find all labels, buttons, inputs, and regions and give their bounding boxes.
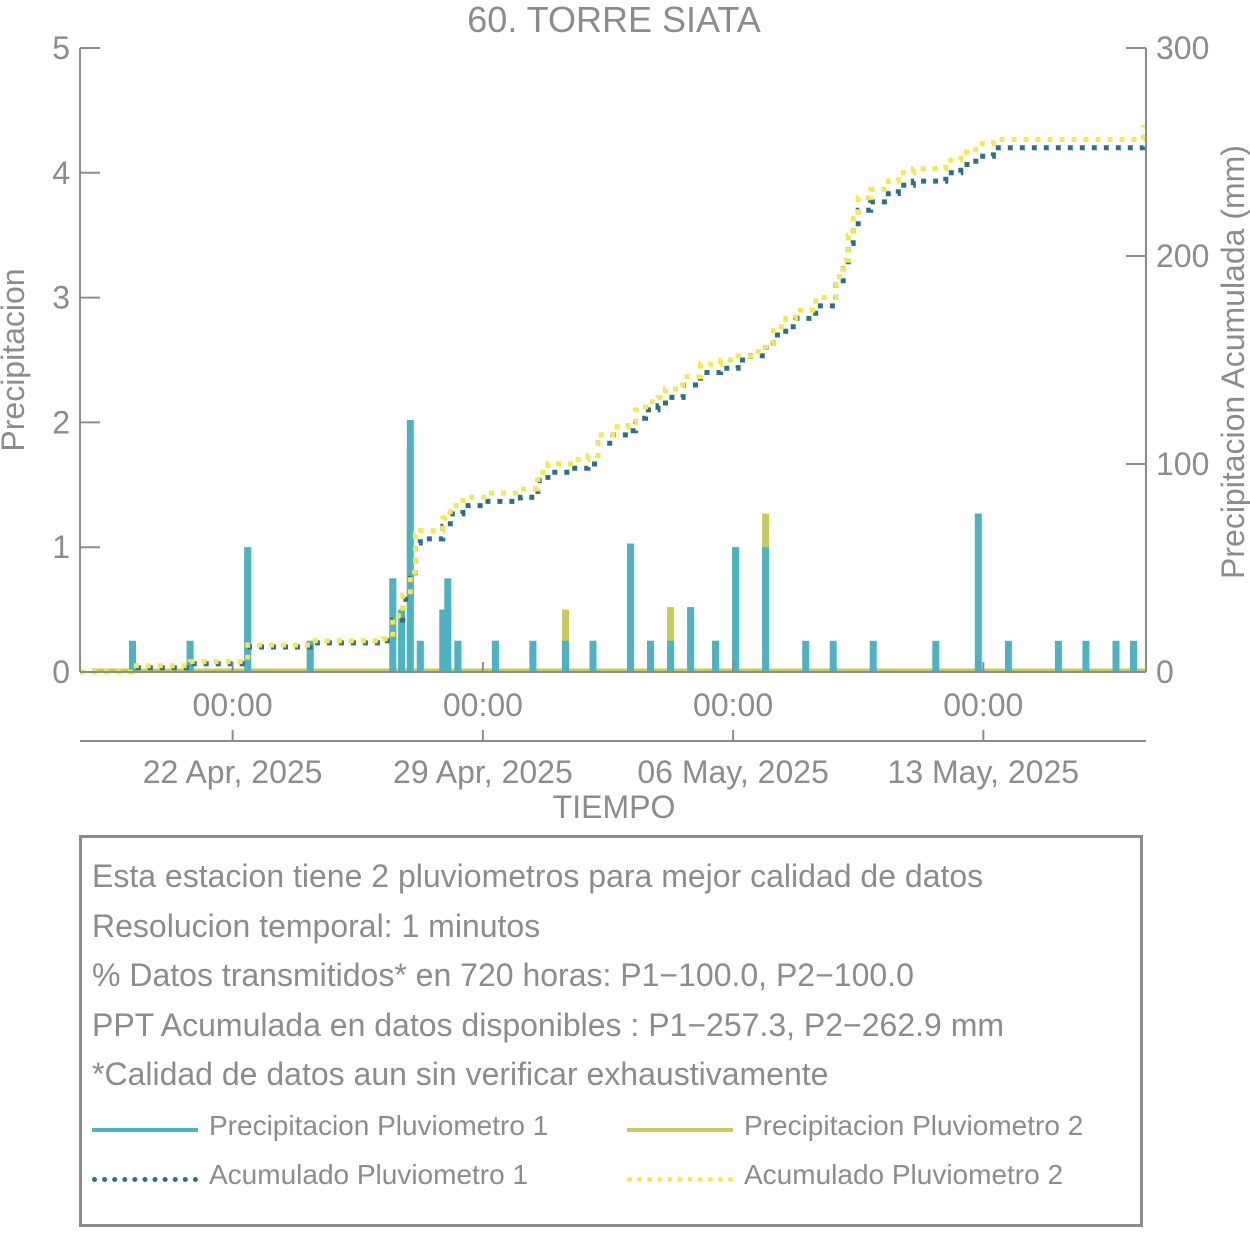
ytick-label-right-1: 100 (1156, 446, 1209, 482)
legend-label-acum-p1: Acumulado Pluviometro 1 (209, 1159, 529, 1190)
info-legend-box: Esta estacion tiene 2 pluviometros para … (79, 835, 1143, 1227)
bar-p1-8 (439, 609, 447, 672)
legend-swatch-acum-p2 (627, 1177, 733, 1182)
bar-p1-5 (398, 609, 406, 672)
ytick-label-right-2: 200 (1156, 238, 1209, 274)
chart-title: 60. TORRE SIATA (467, 0, 760, 40)
precipitation-chart: 60. TORRE SIATA 0 1 2 3 4 5 0 100 200 300 00:00 22 … (0, 0, 1250, 825)
ytick-label-left-1: 1 (52, 529, 70, 565)
xtick-date-label-1: 29 Apr, 2025 (393, 754, 573, 790)
axes (79, 48, 1147, 742)
legend-swatch-acum-p1 (92, 1177, 198, 1182)
xtick-time-label-2: 00:00 (693, 687, 773, 723)
bar-p1-6 (406, 419, 414, 672)
bar-p1-7 (416, 640, 424, 672)
bar-p1-24 (869, 640, 877, 672)
info-line-accumulated: PPT Acumulada en datos disponibles : P1−… (92, 1007, 1004, 1043)
info-line-resolution: Resolucion temporal: 1 minutos (92, 908, 541, 944)
bar-p1-2 (244, 547, 252, 672)
bar-p1-23 (829, 640, 837, 672)
line-acum-p2 (80, 125, 1146, 675)
y-axis-label-left: Precipitacion (0, 268, 31, 451)
bar-p1-13 (562, 640, 569, 672)
bar-p1-15 (627, 543, 634, 672)
bar-p1-18 (687, 607, 695, 672)
ytick-label-left-3: 3 (52, 280, 70, 316)
ytick-label-left-2: 2 (52, 404, 70, 440)
bar-p1-25 (932, 640, 940, 672)
bar-p1-14 (589, 640, 597, 672)
xtick-date-label-3: 13 May, 2025 (888, 754, 1080, 790)
ytick-label-right-0: 0 (1156, 654, 1174, 690)
xtick-time-label-3: 00:00 (943, 687, 1023, 723)
legend-label-precip-p1: Precipitacion Pluviometro 1 (209, 1110, 549, 1141)
bar-p1-17 (667, 640, 675, 672)
xtick-date-label-2: 06 May, 2025 (637, 754, 829, 790)
ytick-label-left-0: 0 (52, 654, 70, 690)
bar-p1-30 (1112, 640, 1120, 672)
xtick-time-label-0: 00:00 (193, 687, 273, 723)
bar-p1-27 (1004, 640, 1012, 672)
xtick-date-label-0: 22 Apr, 2025 (143, 754, 323, 790)
bar-p1-12 (529, 640, 537, 672)
bar-p1-31 (1130, 640, 1137, 672)
bar-p1-1 (186, 640, 194, 672)
line-acum-p1 (80, 136, 1146, 675)
info-line-quality: *Calidad de datos aun sin verificar exha… (92, 1056, 829, 1092)
bar-p1-16 (647, 640, 654, 672)
bars-pluviometro-1 (129, 419, 1137, 672)
ytick-label-left-5: 5 (52, 30, 70, 66)
bar-p1-21 (762, 547, 770, 672)
legend-swatch-precip-p2 (627, 1128, 733, 1132)
bar-p1-9 (444, 578, 452, 672)
legend-label-precip-p2: Precipitacion Pluviometro 2 (744, 1110, 1084, 1141)
bar-p1-28 (1054, 640, 1062, 672)
bar-p1-26 (974, 513, 982, 672)
bar-p1-11 (491, 640, 499, 672)
bar-p1-10 (454, 640, 462, 672)
y-axis-label-right: Precipitacion Acumulada (mm) (1215, 145, 1250, 579)
ticks: 0 1 2 3 4 5 0 100 200 300 00:00 22 Apr, 2025 00:00 29… (52, 30, 1209, 790)
legend-swatch-precip-p1 (92, 1128, 198, 1132)
bar-p1-20 (732, 547, 740, 672)
accumulated-lines (80, 125, 1146, 675)
ytick-label-right-3: 300 (1156, 30, 1209, 66)
legend-label-acum-p2: Acumulado Pluviometro 2 (744, 1159, 1064, 1190)
bar-p1-0 (129, 640, 136, 672)
ytick-label-left-4: 4 (52, 155, 70, 191)
bar-p1-22 (802, 640, 810, 672)
info-line-transmitted: % Datos transmitidos* en 720 horas: P1−1… (92, 957, 914, 993)
bar-p1-29 (1082, 640, 1090, 672)
xtick-time-label-1: 00:00 (443, 687, 523, 723)
x-axis-label: TIEMPO (553, 789, 676, 825)
info-line-stations: Esta estacion tiene 2 pluviometros para … (92, 858, 984, 894)
bar-p1-4 (389, 578, 397, 672)
bar-p2-17 (667, 607, 675, 672)
bar-p1-3 (306, 640, 314, 672)
bar-p1-19 (712, 640, 720, 672)
